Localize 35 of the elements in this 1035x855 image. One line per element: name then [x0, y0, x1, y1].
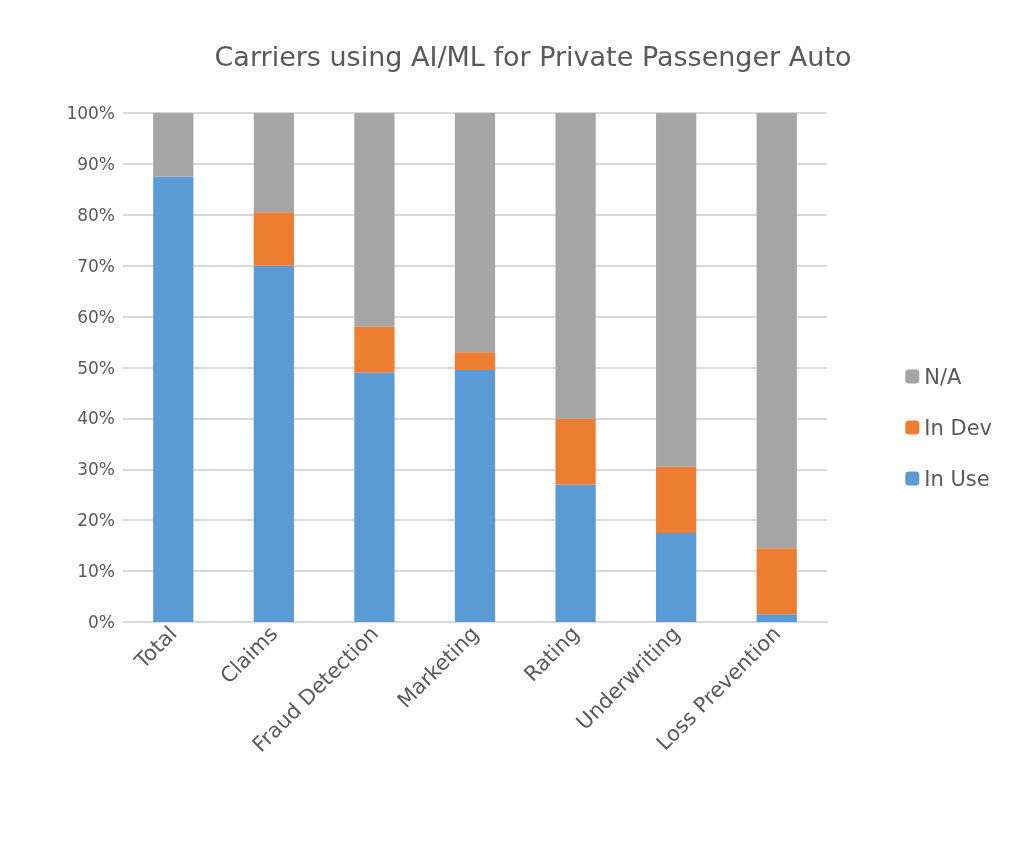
- bar: [253, 113, 294, 213]
- bar: [454, 352, 496, 371]
- y-tick-label: 20%: [77, 510, 115, 531]
- bar: [756, 614, 797, 622]
- bar: [253, 265, 294, 622]
- y-tick-label: 70%: [77, 255, 115, 276]
- y-tick-label: 90%: [77, 153, 115, 174]
- legend-label: In Use: [924, 466, 990, 491]
- y-tick-label: 100%: [66, 103, 115, 123]
- bar: [656, 532, 697, 622]
- bar: [756, 548, 797, 615]
- y-tick-label: 0%: [88, 612, 115, 632]
- legend-label: In Dev: [924, 415, 993, 440]
- bar: [555, 113, 596, 419]
- bar: [756, 113, 797, 549]
- y-tick-label: 30%: [77, 459, 115, 480]
- y-tick-label: 80%: [77, 204, 115, 225]
- bar: [354, 326, 395, 373]
- bar: [354, 113, 395, 327]
- bar: [354, 372, 395, 622]
- y-tick-label: 50%: [77, 357, 115, 378]
- bar: [555, 418, 596, 485]
- bar: [656, 466, 697, 533]
- legend-label: N/A: [924, 364, 963, 389]
- bar: [454, 370, 496, 622]
- y-tick-label: 10%: [77, 561, 115, 582]
- bar: [253, 212, 294, 266]
- y-tick-label: 40%: [77, 408, 115, 429]
- chart-title: Carriers using AI/ML for Private Passenger Auto: [214, 41, 852, 72]
- bar: [454, 113, 496, 353]
- bar: [656, 113, 697, 467]
- bar: [153, 113, 194, 177]
- y-tick-label: 60%: [77, 306, 115, 327]
- bar: [555, 484, 596, 622]
- bar: [153, 176, 194, 622]
